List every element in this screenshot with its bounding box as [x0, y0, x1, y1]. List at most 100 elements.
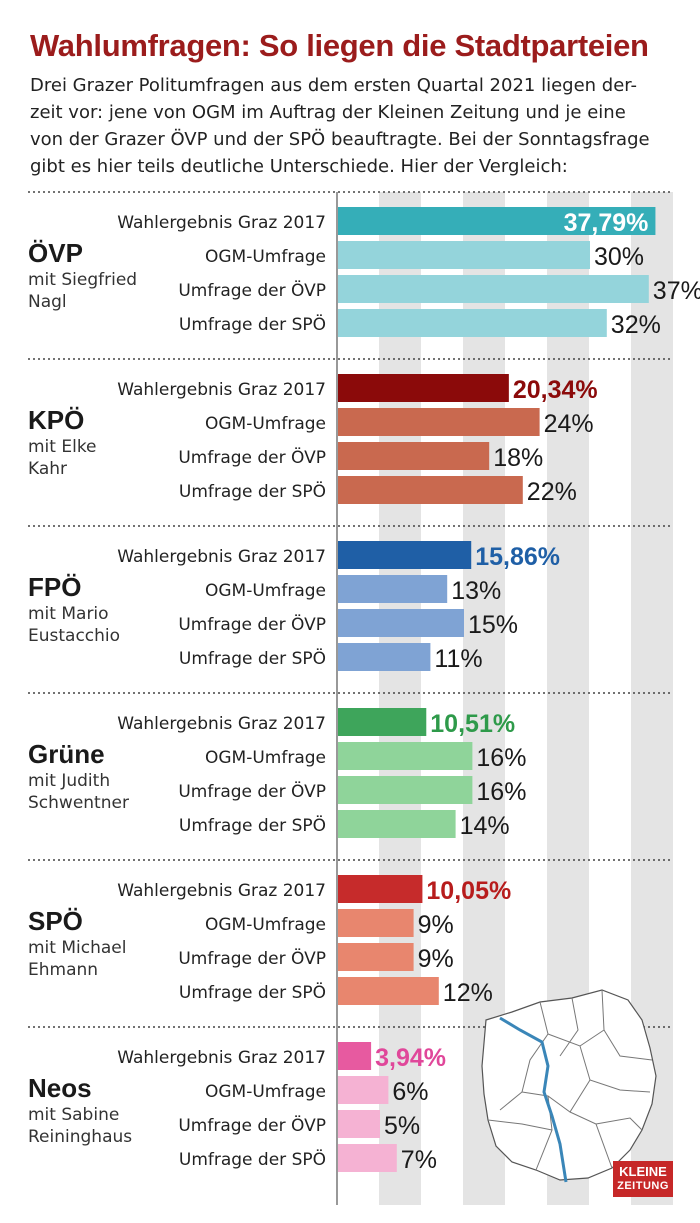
bar — [338, 776, 473, 804]
data-label: 15,86% — [475, 543, 560, 571]
bar — [338, 275, 649, 303]
bar — [338, 476, 523, 504]
bar — [338, 241, 590, 269]
bar — [338, 1076, 389, 1104]
category-label: Umfrage der ÖVP — [178, 780, 326, 802]
data-label: 14% — [460, 812, 510, 840]
category-label: Umfrage der ÖVP — [178, 279, 326, 301]
data-label: 16% — [476, 778, 526, 806]
data-label: 22% — [527, 478, 577, 506]
bar — [338, 374, 509, 402]
data-label: 16% — [476, 744, 526, 772]
candidate-name: Kahr — [28, 459, 67, 479]
bar — [338, 609, 464, 637]
data-label: 30% — [594, 243, 644, 271]
candidate-name: mit Michael — [28, 938, 126, 958]
candidate-name: Ehmann — [28, 960, 98, 980]
data-label: 13% — [451, 577, 501, 605]
bar — [338, 875, 423, 903]
bar — [338, 977, 439, 1005]
bar — [338, 309, 607, 337]
district-border — [601, 989, 653, 1061]
data-label: 15% — [468, 611, 518, 639]
category-label: Umfrage der ÖVP — [178, 1114, 326, 1136]
candidate-name: mit Judith — [28, 771, 110, 791]
bar — [338, 742, 473, 770]
intro-line: zeit vor: jene von OGM im Auftrag der Kl… — [30, 102, 626, 123]
district-border — [487, 1119, 553, 1131]
category-label: Umfrage der SPÖ — [179, 814, 326, 836]
data-label: 7% — [401, 1146, 437, 1174]
category-label: Umfrage der SPÖ — [179, 480, 326, 502]
bar — [338, 708, 427, 736]
category-label: Wahlergebnis Graz 2017 — [117, 1048, 326, 1068]
category-label: Umfrage der SPÖ — [179, 647, 326, 669]
category-label: Umfrage der SPÖ — [179, 1148, 326, 1170]
data-label: 10,51% — [430, 710, 515, 738]
bar — [338, 909, 414, 937]
kleine-zeitung-logo: KLEINE ZEITUNG — [613, 1161, 673, 1197]
party-name: SPÖ — [28, 906, 83, 936]
graz-map — [481, 989, 657, 1183]
data-label: 6% — [392, 1078, 428, 1106]
category-label: Umfrage der ÖVP — [178, 947, 326, 969]
candidate-name: mit Siegfried — [28, 270, 137, 290]
category-label: Umfrage der ÖVP — [178, 446, 326, 468]
chart-title: Wahlumfragen: So liegen die Stadtparteie… — [30, 28, 649, 63]
candidate-name: mit Sabine — [28, 1105, 119, 1125]
category-label: OGM-Umfrage — [205, 748, 326, 768]
data-label: 3,94% — [375, 1044, 446, 1072]
data-label: 37% — [653, 277, 700, 305]
party-name: KPÖ — [28, 405, 84, 435]
data-label: 12% — [443, 979, 493, 1007]
map-outline — [481, 989, 657, 1181]
category-label: OGM-Umfrage — [205, 247, 326, 267]
bar — [338, 1144, 397, 1172]
mur-river — [499, 1016, 568, 1183]
district-border — [499, 1001, 549, 1111]
candidate-name: mit Mario — [28, 604, 109, 624]
intro-line: Drei Grazer Politumfragen aus dem ersten… — [30, 75, 638, 96]
grid-band — [379, 192, 421, 1205]
bar — [338, 643, 431, 671]
data-label: 5% — [384, 1112, 420, 1140]
candidate-name: Reininghaus — [28, 1127, 132, 1147]
party-name: FPÖ — [28, 572, 81, 602]
data-label: 11% — [434, 645, 482, 673]
category-label: Wahlergebnis Graz 2017 — [117, 714, 326, 734]
category-label: OGM-Umfrage — [205, 414, 326, 434]
party-name: ÖVP — [28, 238, 83, 268]
bar — [338, 810, 456, 838]
data-label: 9% — [418, 945, 454, 973]
category-label: OGM-Umfrage — [205, 1082, 326, 1102]
bar — [338, 943, 414, 971]
candidate-name: Eustacchio — [28, 626, 120, 646]
district-border — [559, 997, 579, 1057]
party-name: Grüne — [28, 739, 105, 769]
party-name: Neos — [28, 1073, 92, 1103]
district-border — [595, 1117, 643, 1131]
candidate-name: Schwentner — [28, 793, 129, 813]
intro-line: gibt es hier teils deutliche Unterschied… — [30, 156, 568, 177]
category-label: Umfrage der SPÖ — [179, 313, 326, 335]
bar — [338, 575, 448, 603]
logo-line-1: KLEINE — [619, 1164, 667, 1179]
data-label: 10,05% — [426, 877, 511, 905]
bar — [338, 541, 472, 569]
bar — [338, 1110, 380, 1138]
category-label: Umfrage der ÖVP — [178, 613, 326, 635]
intro-text: Drei Grazer Politumfragen aus dem ersten… — [30, 72, 670, 180]
grid-band — [421, 192, 463, 1205]
bar — [338, 207, 656, 235]
data-label: 20,34% — [513, 376, 598, 404]
candidate-name: mit Elke — [28, 437, 97, 457]
data-label: 24% — [544, 410, 594, 438]
category-label: Wahlergebnis Graz 2017 — [117, 213, 326, 233]
candidate-name: Nagl — [28, 292, 67, 312]
category-label: Wahlergebnis Graz 2017 — [117, 380, 326, 400]
data-label: 9% — [418, 911, 454, 939]
bar — [338, 1042, 372, 1070]
data-label: 18% — [493, 444, 543, 472]
district-border — [579, 1045, 651, 1093]
